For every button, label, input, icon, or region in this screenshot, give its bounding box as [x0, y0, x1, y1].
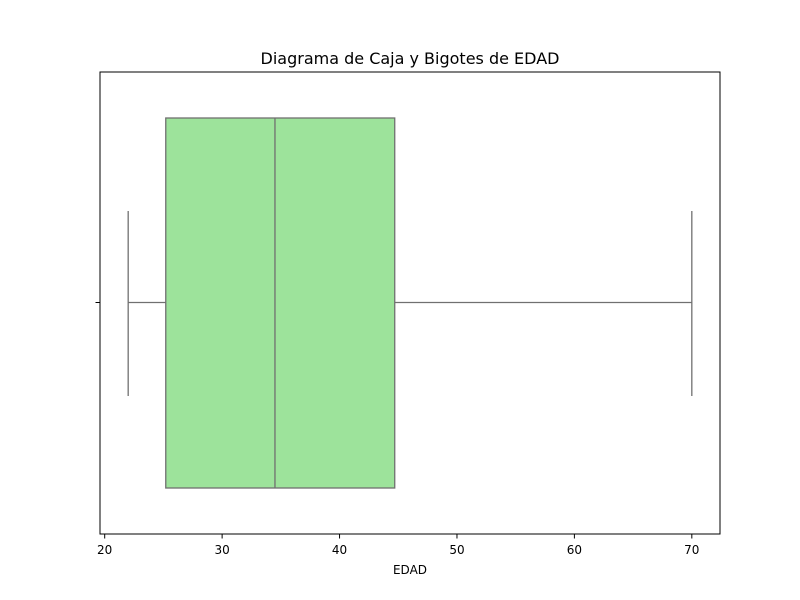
x-tick-label: 60 [567, 543, 582, 557]
x-axis-label: EDAD [393, 563, 427, 577]
chart-title: Diagrama de Caja y Bigotes de EDAD [261, 49, 560, 68]
x-axis-ticks: 20 30 40 50 60 70 [97, 534, 699, 557]
x-tick-label: 70 [684, 543, 699, 557]
iqr-box [165, 117, 396, 489]
x-tick-label: 40 [332, 543, 347, 557]
x-tick-label: 20 [97, 543, 112, 557]
x-tick-label: 30 [214, 543, 229, 557]
box-layer [127, 117, 693, 489]
x-tick-label: 50 [449, 543, 464, 557]
